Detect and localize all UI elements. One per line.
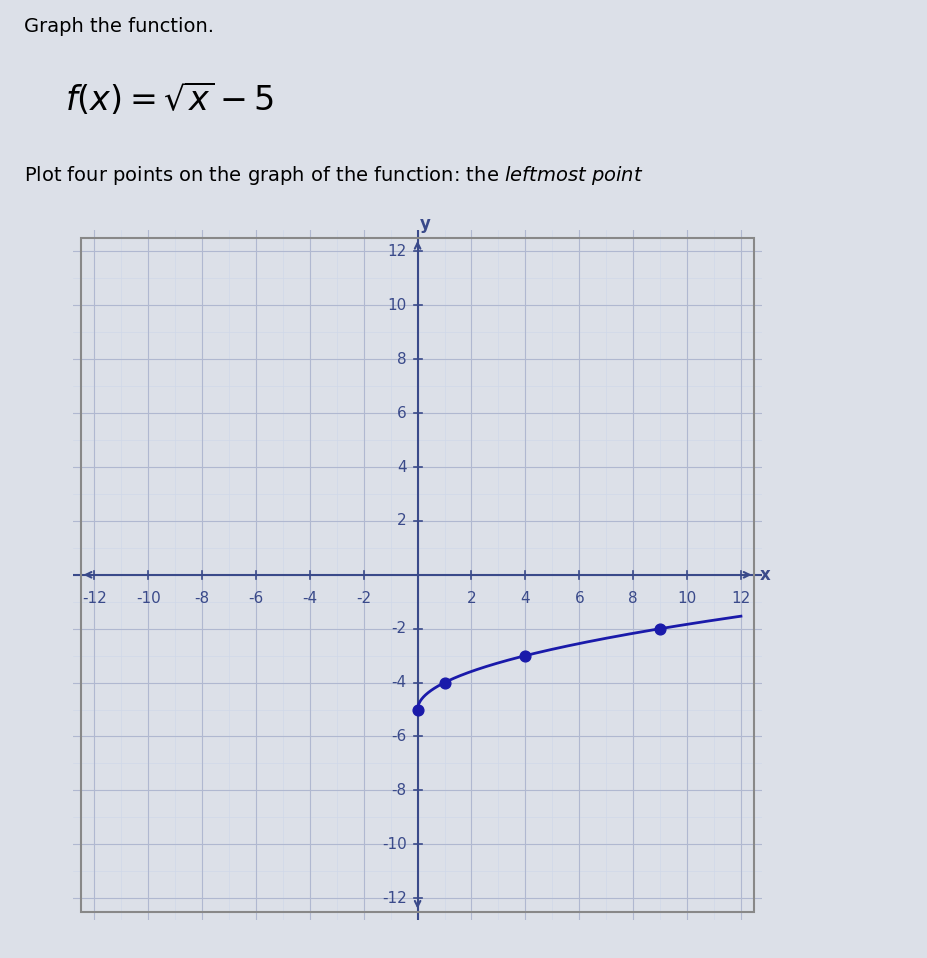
Text: 8: 8 bbox=[397, 352, 406, 367]
Text: 12: 12 bbox=[387, 244, 406, 259]
Text: Plot four points on the graph of the function: the $\it{leftmost\ point}$: Plot four points on the graph of the fun… bbox=[24, 165, 643, 188]
Text: -10: -10 bbox=[135, 591, 160, 606]
Text: -10: -10 bbox=[382, 836, 406, 852]
Point bbox=[437, 675, 451, 691]
Text: -12: -12 bbox=[82, 591, 107, 606]
Text: $f(x)=\sqrt{x}-5$: $f(x)=\sqrt{x}-5$ bbox=[65, 80, 274, 117]
Text: -12: -12 bbox=[382, 891, 406, 905]
Text: 12: 12 bbox=[730, 591, 750, 606]
Text: 8: 8 bbox=[628, 591, 637, 606]
Text: -2: -2 bbox=[356, 591, 371, 606]
Text: -8: -8 bbox=[391, 783, 406, 798]
Text: 6: 6 bbox=[397, 405, 406, 421]
Text: Graph the function.: Graph the function. bbox=[24, 17, 214, 35]
Text: 2: 2 bbox=[397, 513, 406, 529]
Text: 2: 2 bbox=[466, 591, 476, 606]
Text: 10: 10 bbox=[387, 298, 406, 313]
Text: -8: -8 bbox=[195, 591, 210, 606]
Text: 6: 6 bbox=[574, 591, 583, 606]
Text: 10: 10 bbox=[677, 591, 696, 606]
Text: x: x bbox=[759, 566, 769, 583]
Text: -6: -6 bbox=[248, 591, 263, 606]
Point bbox=[652, 621, 667, 636]
Text: -4: -4 bbox=[302, 591, 317, 606]
Text: 4: 4 bbox=[397, 460, 406, 474]
Text: 4: 4 bbox=[520, 591, 529, 606]
Text: -4: -4 bbox=[391, 675, 406, 690]
Text: -6: -6 bbox=[391, 729, 406, 744]
Text: y: y bbox=[420, 215, 431, 233]
Text: -2: -2 bbox=[391, 621, 406, 636]
Point bbox=[517, 648, 532, 663]
Point bbox=[410, 702, 425, 718]
